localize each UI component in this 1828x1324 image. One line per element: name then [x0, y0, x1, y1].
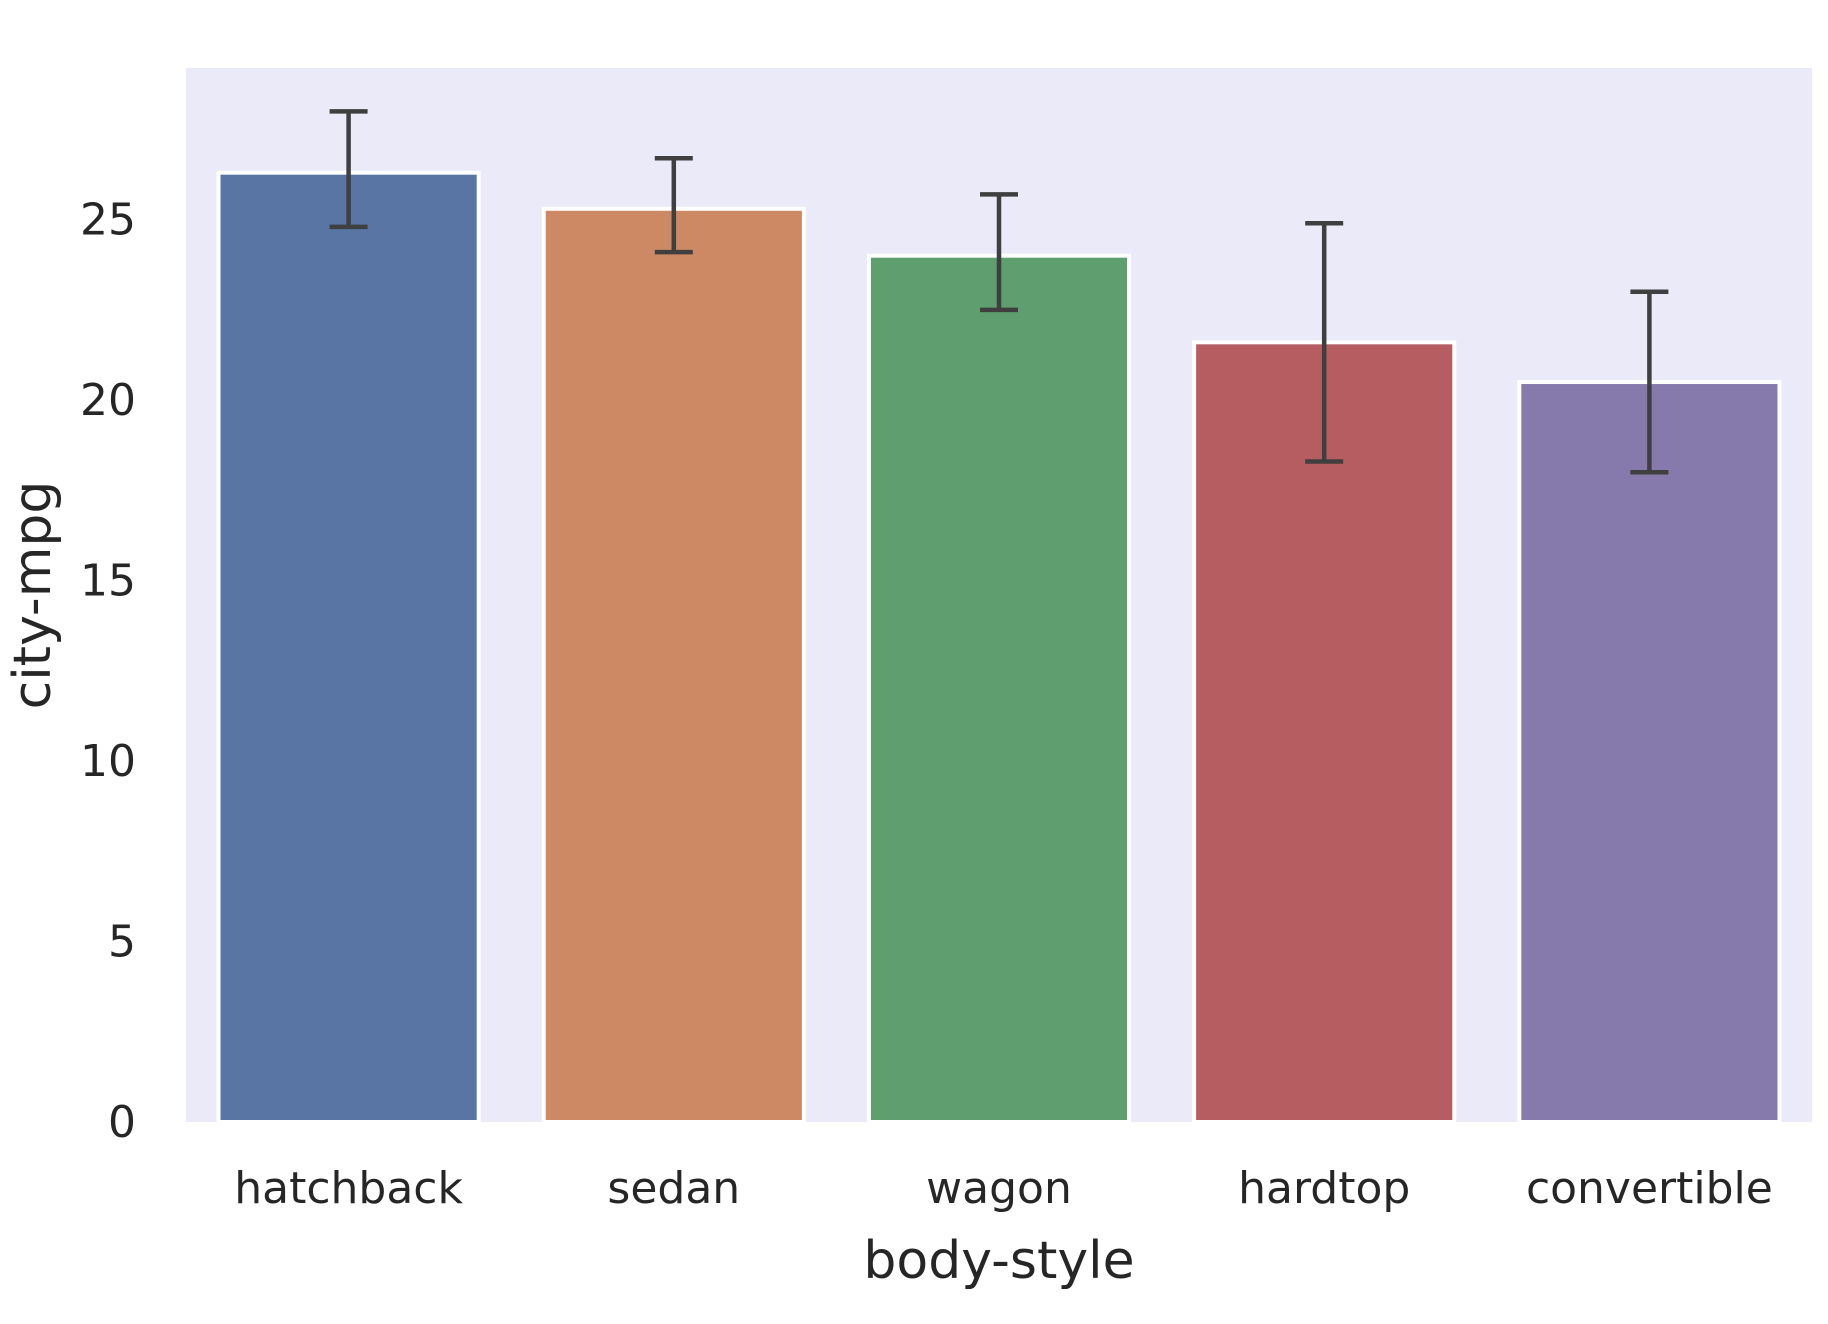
error-bars-layer	[329, 109, 1669, 475]
bar-convertible	[1517, 380, 1782, 1124]
bar-wagon	[866, 253, 1132, 1125]
error-bar-hardtop	[1305, 220, 1344, 464]
x-tick-label: convertible	[1526, 1163, 1773, 1214]
y-tick-label: 5	[108, 917, 136, 968]
error-bar-convertible	[1630, 289, 1669, 475]
bar-hardtop	[1192, 340, 1457, 1124]
y-tick-label: 0	[108, 1097, 136, 1148]
y-tick-label: 15	[80, 556, 136, 607]
error-bar-wagon	[980, 192, 1018, 313]
bar-sedan	[541, 206, 806, 1124]
y-tick-label: 25	[80, 195, 136, 246]
x-tick-label: wagon	[926, 1163, 1072, 1214]
y-tick-label: 10	[80, 736, 136, 787]
bars-layer	[216, 170, 1782, 1125]
y-axis-title: city-mpg	[3, 481, 63, 710]
y-tick-labels: 0 5 10 15 20 25	[80, 195, 136, 1148]
y-tick-label: 20	[80, 375, 136, 426]
x-tick-label: hatchback	[234, 1163, 463, 1214]
bar-hatchback	[216, 170, 481, 1124]
x-tick-label: hardtop	[1238, 1163, 1410, 1214]
x-tick-label: sedan	[607, 1163, 740, 1214]
error-bar-sedan	[654, 155, 693, 255]
x-axis-title: body-style	[863, 1231, 1134, 1291]
x-tick-labels: hatchback sedan wagon hardtop convertible	[234, 1163, 1773, 1214]
error-bar-hatchback	[329, 109, 368, 230]
